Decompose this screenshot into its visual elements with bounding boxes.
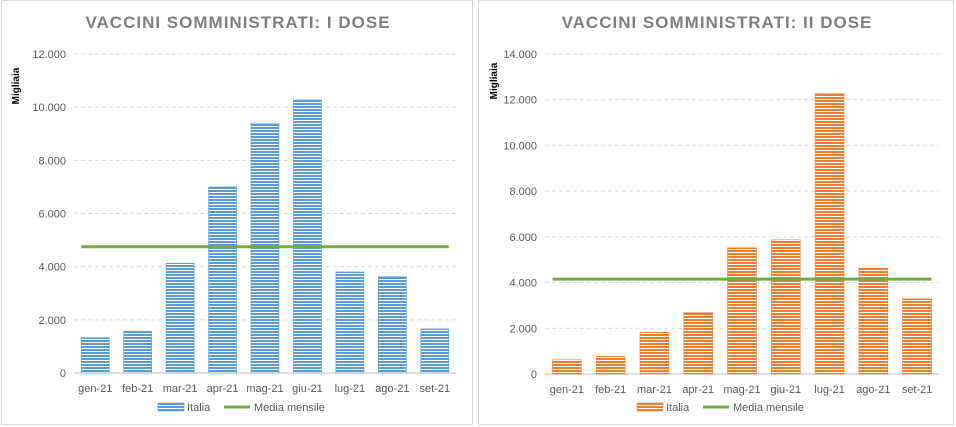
y-tick-label: 0 xyxy=(531,369,537,381)
y-tick-label: 0 xyxy=(60,368,66,380)
x-tick-label: mar-21 xyxy=(163,383,198,395)
x-tick-label: gen-21 xyxy=(78,383,112,395)
y-tick-label: 12.000 xyxy=(32,49,66,61)
x-tick-label: mag-21 xyxy=(723,384,760,396)
y-tick-label: 8.000 xyxy=(509,186,537,198)
bar-mar-21 xyxy=(639,332,670,375)
bar-mar-21 xyxy=(165,262,195,374)
legend-label-bars: Italia xyxy=(666,402,690,414)
x-tick-label: feb-21 xyxy=(122,383,153,395)
bar-set-21 xyxy=(420,328,450,374)
x-tick-label: apr-21 xyxy=(207,383,239,395)
x-tick-label: mar-21 xyxy=(637,384,672,396)
bar-giu-21 xyxy=(771,239,801,375)
x-tick-label: giu-21 xyxy=(770,384,801,396)
legend-swatch-bars xyxy=(636,402,664,412)
chart-first-dose: VACCINI SOMMINISTRATI: I DOSE Migliaia g… xyxy=(11,13,456,414)
legend: Italia Media mensile xyxy=(157,402,325,414)
bar-set-21 xyxy=(902,298,932,375)
y-tick-label: 8.000 xyxy=(38,155,66,167)
legend-swatch-bars xyxy=(157,402,185,412)
y-tick-label: 6.000 xyxy=(38,209,66,221)
bar-feb-21 xyxy=(123,330,152,374)
y-tick-label: 10.000 xyxy=(503,140,537,152)
x-tick-label: gen-21 xyxy=(550,384,584,396)
bar-lug-21 xyxy=(814,93,845,375)
x-tick-label: ago-21 xyxy=(856,384,890,396)
legend-label-average: Media mensile xyxy=(254,402,325,414)
chart-second-dose: VACCINI SOMMINISTRATI: II DOSE Migliaia … xyxy=(489,13,939,414)
x-tick-label: mag-21 xyxy=(246,383,283,395)
x-tick-label: lug-21 xyxy=(814,384,845,396)
bar-ago-21 xyxy=(378,276,407,374)
legend-label-average: Media mensile xyxy=(733,402,804,414)
legend-label-bars: Italia xyxy=(187,402,211,414)
x-tick-label: giu-21 xyxy=(292,383,323,395)
y-tick-label: 14.000 xyxy=(503,49,537,61)
bar-gen-21 xyxy=(80,337,110,374)
bar-mag-21 xyxy=(727,247,757,375)
y-tick-label: 4.000 xyxy=(38,262,66,274)
bar-lug-21 xyxy=(335,271,365,374)
x-tick-label: apr-21 xyxy=(682,384,714,396)
bar-giu-21 xyxy=(293,99,322,374)
x-tick-label: feb-21 xyxy=(595,384,626,396)
y-tick-label: 10.000 xyxy=(32,102,66,114)
bar-ago-21 xyxy=(858,267,889,375)
bar-feb-21 xyxy=(595,356,626,375)
y-tick-label: 2.000 xyxy=(38,315,66,327)
x-tick-label: set-21 xyxy=(419,383,450,395)
chart-panel-second-dose: VACCINI SOMMINISTRATI: II DOSE Migliaia … xyxy=(478,0,954,425)
bar-apr-21 xyxy=(208,186,237,374)
chart-title: VACCINI SOMMINISTRATI: II DOSE xyxy=(562,13,873,32)
x-tick-label: lug-21 xyxy=(335,383,366,395)
y-tick-label: 2.000 xyxy=(509,323,537,335)
x-tick-label: set-21 xyxy=(902,384,933,396)
bar-gen-21 xyxy=(552,359,582,375)
y-axis-label: Migliaia xyxy=(11,67,22,104)
y-tick-label: 12.000 xyxy=(503,95,537,107)
x-tick-label: ago-21 xyxy=(375,383,409,395)
y-axis-label: Migliaia xyxy=(489,62,500,99)
y-tick-label: 4.000 xyxy=(509,278,537,290)
y-tick-label: 6.000 xyxy=(509,232,537,244)
chart-title: VACCINI SOMMINISTRATI: I DOSE xyxy=(85,13,390,32)
chart-panel-first-dose: VACCINI SOMMINISTRATI: I DOSE Migliaia g… xyxy=(1,0,473,425)
bar-apr-21 xyxy=(683,312,713,375)
legend: Italia Media mensile xyxy=(636,402,804,414)
